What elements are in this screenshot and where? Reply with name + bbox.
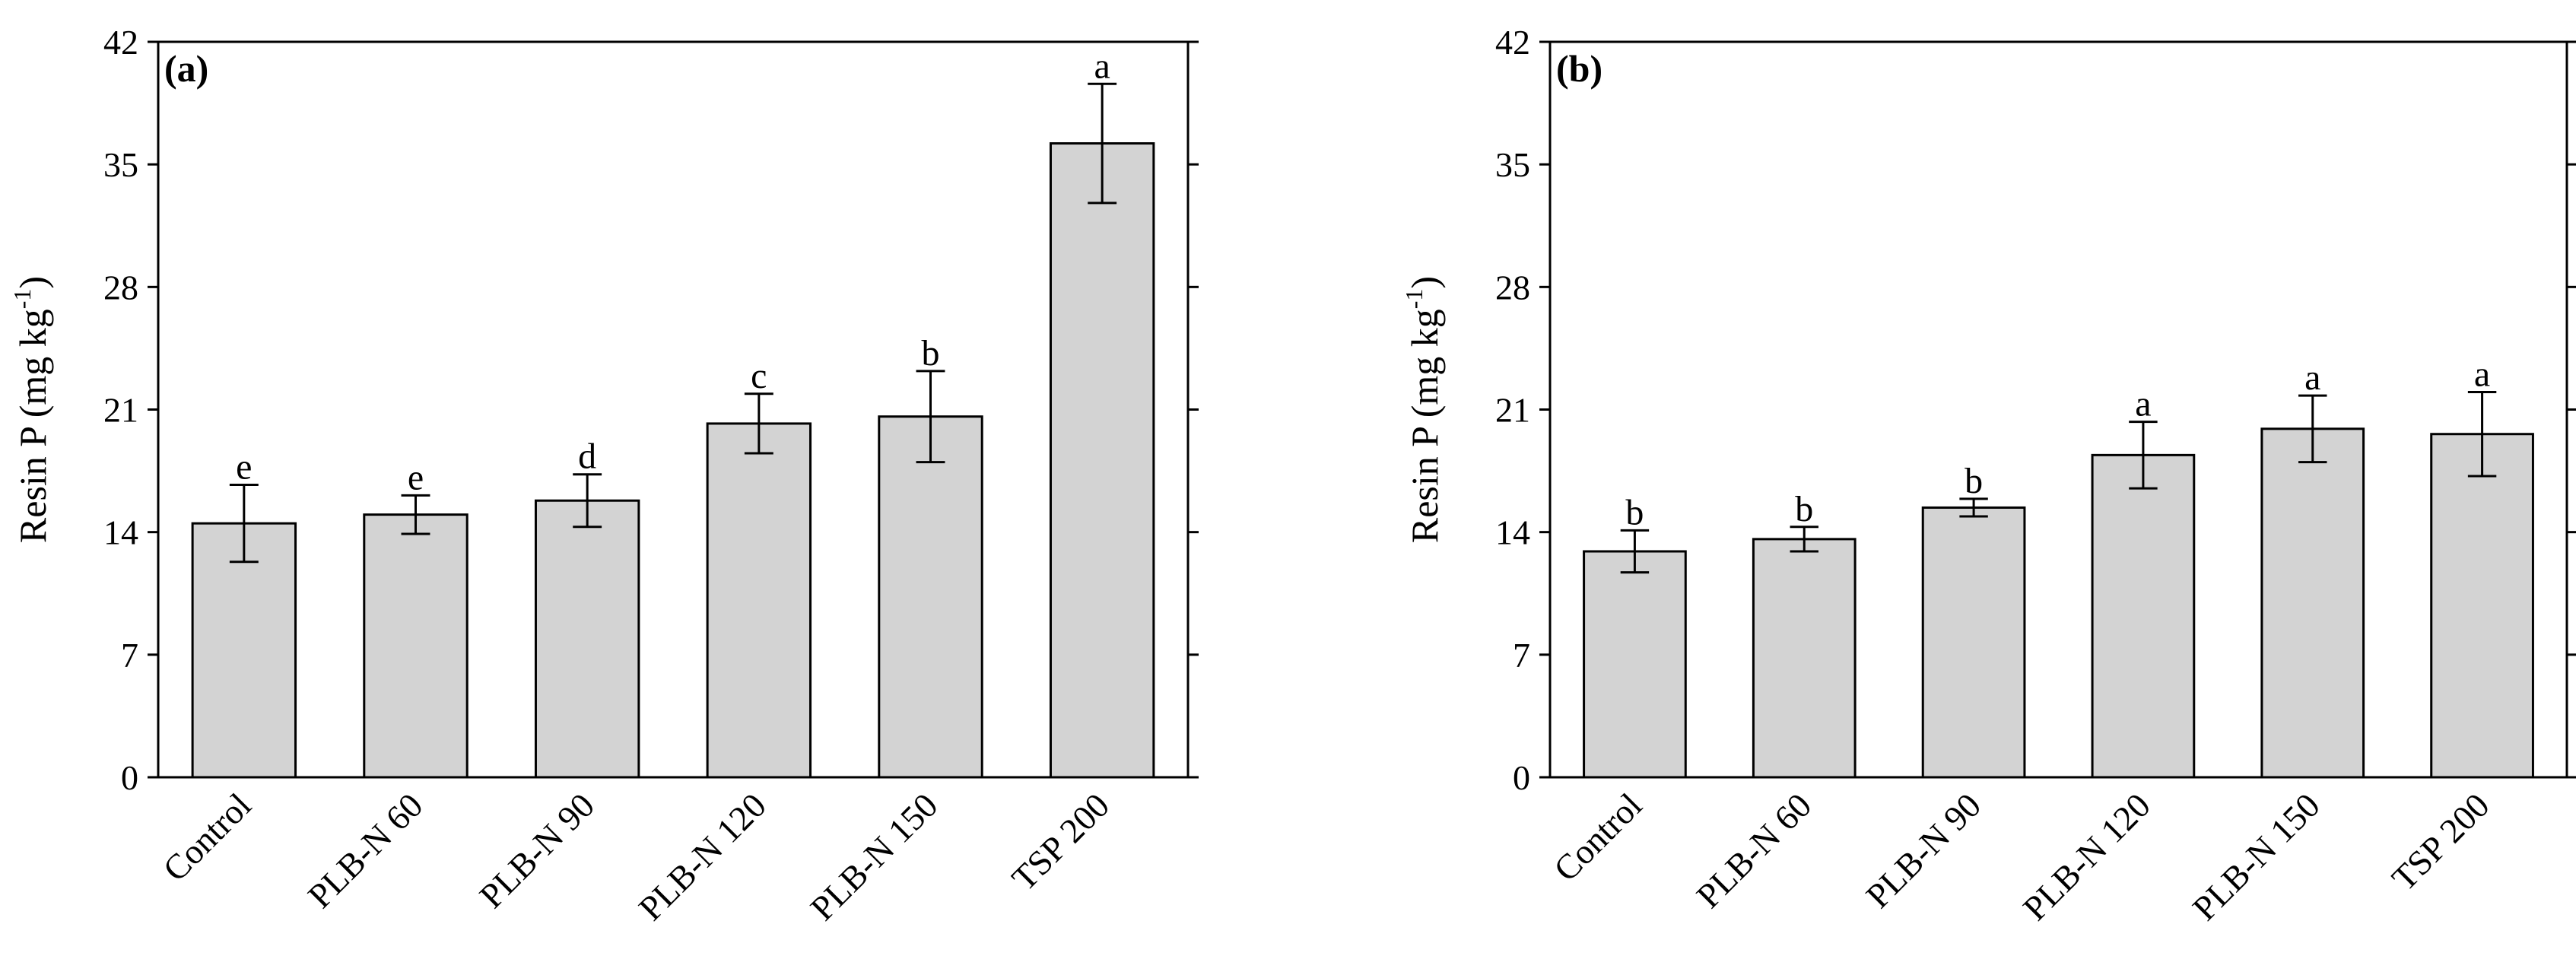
y-tick-label: 21 xyxy=(103,391,138,430)
y-axis-title-superscript: -1 xyxy=(1400,289,1428,310)
error-bar-1 xyxy=(229,484,259,564)
x-tick-label-2: PLB-N 60 xyxy=(300,786,430,916)
error-bar-4 xyxy=(2129,421,2158,490)
panel-label: (a) xyxy=(164,47,208,90)
y-tick-label: 28 xyxy=(1495,268,1530,306)
plot-frame xyxy=(157,40,1190,779)
error-bar-6 xyxy=(1088,82,1117,205)
chart-panel-a: e Control e PLB-N 60 d PLB-N 90 c PLB-N 120 b PLB… xyxy=(8,23,1199,928)
bar-5 xyxy=(878,415,983,779)
y-axis-title-close: ) xyxy=(1403,276,1446,289)
error-bar-5 xyxy=(2298,394,2327,464)
error-bar-1 xyxy=(1620,529,1650,574)
significance-letter-4: c xyxy=(751,356,767,396)
significance-letter-2: e xyxy=(408,457,424,497)
error-bar-3 xyxy=(1959,497,1988,518)
x-tick-label-5: PLB-N 150 xyxy=(2185,786,2327,928)
y-tick-label: 7 xyxy=(121,636,138,675)
y-tick-label: 7 xyxy=(1513,636,1530,675)
x-tick-label-6: TSP 200 xyxy=(2384,786,2497,898)
significance-letter-3: b xyxy=(1965,461,1983,501)
bar-3 xyxy=(534,499,640,779)
y-tick-label: 42 xyxy=(1495,23,1530,62)
significance-letter-5: a xyxy=(2304,357,2320,398)
y-tick-label: 42 xyxy=(103,23,138,62)
panel-label: (b) xyxy=(1556,47,1602,90)
plot-frame xyxy=(1548,40,2568,779)
bar-6 xyxy=(1049,142,1155,779)
y-tick-label: 0 xyxy=(121,758,138,797)
y-tick-label: 21 xyxy=(1495,391,1530,430)
error-bar-2 xyxy=(401,494,430,535)
significance-letter-4: a xyxy=(2135,384,2151,424)
bar-6 xyxy=(2430,433,2534,779)
bar-1 xyxy=(191,522,297,779)
chart-panel-b: b Control b PLB-N 60 b PLB-N 90 a PLB-N 120 a PLB… xyxy=(1400,23,2576,928)
y-tick-label: 35 xyxy=(1495,145,1530,184)
y-tick-label: 35 xyxy=(103,145,138,184)
x-tick-label-3: PLB-N 90 xyxy=(472,786,602,916)
bar-5 xyxy=(2260,427,2365,779)
x-tick-label-5: PLB-N 150 xyxy=(803,786,945,928)
y-axis-title: Resin P (mg kg-1) xyxy=(8,276,54,543)
error-bar-3 xyxy=(573,473,602,529)
error-bar-6 xyxy=(2467,390,2497,478)
error-bar-2 xyxy=(1790,526,1818,553)
y-tick-label: 14 xyxy=(103,513,138,552)
bar-3 xyxy=(1921,506,2026,779)
y-axis-title: Resin P (mg kg-1) xyxy=(1400,276,1446,543)
significance-letter-6: a xyxy=(1094,46,1110,86)
bar-4 xyxy=(2091,453,2196,779)
bar-1 xyxy=(1583,550,1687,779)
bar-2 xyxy=(1752,538,1857,779)
bar-2 xyxy=(363,513,469,779)
x-tick-label-4: PLB-N 120 xyxy=(2015,786,2158,928)
y-tick-label: 14 xyxy=(1495,513,1530,552)
y-axis-title-superscript: -1 xyxy=(8,289,36,310)
significance-letter-1: b xyxy=(1625,492,1644,532)
significance-letter-2: b xyxy=(1795,489,1813,529)
y-axis-title-close: ) xyxy=(11,276,54,289)
significance-letter-3: d xyxy=(578,437,596,477)
y-tick-label: 28 xyxy=(103,268,138,306)
y-axis-title-main: Resin P (mg kg xyxy=(1403,309,1446,543)
x-tick-label-1: Control xyxy=(155,786,258,888)
bar-4 xyxy=(706,422,812,779)
x-tick-label-3: PLB-N 90 xyxy=(1858,786,1988,916)
significance-letter-5: b xyxy=(922,333,940,373)
significance-letter-6: a xyxy=(2474,354,2490,394)
x-tick-label-4: PLB-N 120 xyxy=(631,786,773,928)
x-tick-label-2: PLB-N 60 xyxy=(1689,786,1819,916)
y-tick-label: 0 xyxy=(1513,758,1530,797)
error-bar-4 xyxy=(744,392,773,455)
error-bar-5 xyxy=(916,370,945,464)
significance-letter-1: e xyxy=(236,447,252,488)
x-tick-label-1: Control xyxy=(1546,786,1649,888)
y-axis-title-main: Resin P (mg kg xyxy=(11,309,54,543)
x-tick-label-6: TSP 200 xyxy=(1004,786,1116,898)
